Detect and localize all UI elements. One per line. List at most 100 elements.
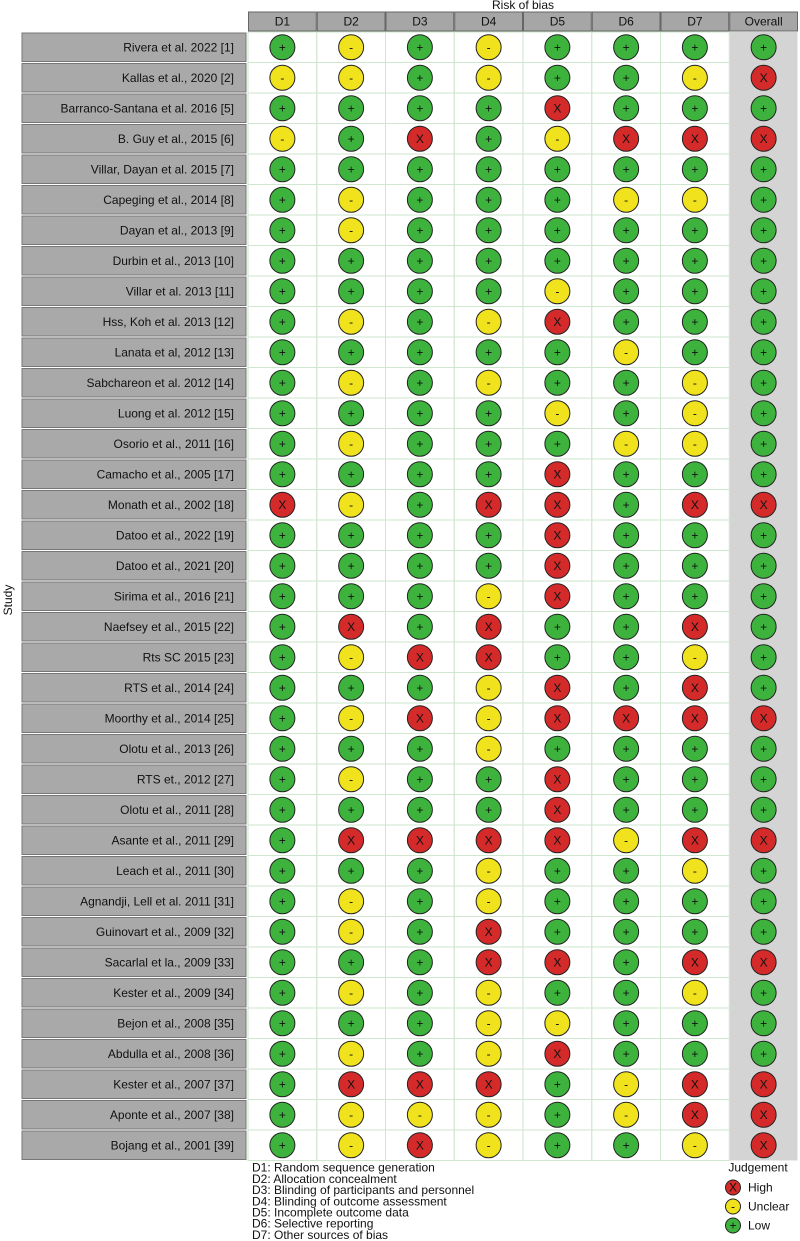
legend-label: High	[748, 1181, 773, 1195]
study-cell	[21, 154, 247, 184]
judgement-dot	[406, 552, 433, 579]
judgement-symbol: +	[760, 772, 767, 786]
study-label: Olotu et al., 2013 [26]	[119, 742, 234, 756]
study-cell	[21, 764, 247, 794]
judgement-symbol: +	[623, 162, 630, 176]
judgement-symbol: +	[279, 1108, 286, 1122]
judgement-symbol: X	[553, 315, 561, 329]
judgement-dot	[681, 1040, 708, 1067]
judgement-symbol: +	[691, 589, 698, 603]
judgement-dot	[269, 461, 296, 488]
judgement-symbol: +	[691, 1016, 698, 1030]
judgement-symbol: X	[691, 132, 699, 146]
study-cell	[21, 276, 247, 306]
judgement-symbol: +	[623, 498, 630, 512]
study-label: Kallas et al., 2020 [2]	[122, 71, 234, 85]
judgement-dot	[613, 369, 640, 396]
study-label: Luong et al. 2012 [15]	[118, 406, 234, 420]
judgement-symbol: +	[554, 894, 561, 908]
judgement-symbol: +	[760, 193, 767, 207]
study-label: Rivera et al. 2022 [1]	[123, 40, 234, 54]
judgement-dot	[475, 796, 502, 823]
judgement-dot	[475, 400, 502, 427]
judgement-symbol: +	[279, 955, 286, 969]
study-label: B. Guy et al., 2015 [6]	[118, 132, 234, 146]
judgement-dot	[406, 735, 433, 762]
judgement-dot	[681, 1101, 708, 1128]
judgement-symbol: -	[349, 986, 353, 1000]
judgement-dot	[269, 186, 296, 213]
judgement-symbol: +	[623, 467, 630, 481]
judgement-symbol: +	[485, 132, 492, 146]
judgement-dot	[406, 1101, 433, 1128]
judgement-dot	[544, 278, 571, 305]
judgement-dot	[750, 857, 777, 884]
judgement-dot	[681, 918, 708, 945]
study-label: Abdulla et al., 2008 [36]	[108, 1047, 234, 1061]
judgement-symbol: X	[416, 711, 424, 725]
judgement-dot	[475, 979, 502, 1006]
grid-cell	[660, 1129, 730, 1161]
judgement-symbol: +	[760, 620, 767, 634]
judgement-symbol: +	[279, 162, 286, 176]
judgement-dot	[544, 522, 571, 549]
judgement-dot	[475, 491, 502, 518]
judgement-dot	[338, 522, 365, 549]
judgement-dot	[613, 1071, 640, 1098]
judgement-symbol: +	[279, 467, 286, 481]
judgement-symbol: +	[485, 193, 492, 207]
legend-label: Unclear	[748, 1200, 789, 1214]
legend-label: Low	[748, 1219, 770, 1233]
judgement-symbol: +	[623, 1016, 630, 1030]
judgement-dot	[681, 339, 708, 366]
judgement-symbol: X	[760, 132, 768, 146]
judgement-dot	[475, 674, 502, 701]
judgement-symbol: +	[279, 681, 286, 695]
judgement-symbol: +	[691, 559, 698, 573]
judgement-symbol: +	[691, 315, 698, 329]
judgement-dot	[613, 247, 640, 274]
judgement-dot	[544, 949, 571, 976]
judgement-dot	[338, 766, 365, 793]
judgement-dot	[475, 430, 502, 457]
judgement-symbol: +	[554, 1077, 561, 1091]
judgement-symbol: X	[485, 1077, 493, 1091]
domain-definition: D1: Random sequence generation	[252, 1161, 435, 1175]
judgement-dot	[338, 1040, 365, 1067]
judgement-dot	[269, 491, 296, 518]
judgement-dot	[406, 1132, 433, 1159]
judgement-symbol: +	[623, 894, 630, 908]
judgement-symbol: -	[693, 437, 697, 451]
judgement-symbol: -	[487, 315, 491, 329]
judgement-dot	[475, 461, 502, 488]
judgement-symbol: +	[416, 193, 423, 207]
study-cell	[21, 520, 247, 550]
judgement-dot	[475, 247, 502, 274]
judgement-symbol: +	[279, 772, 286, 786]
judgement-dot	[544, 1010, 571, 1037]
judgement-dot	[544, 552, 571, 579]
judgement-symbol: -	[693, 71, 697, 85]
judgement-dot	[750, 918, 777, 945]
judgement-dot	[681, 278, 708, 305]
study-label: Monath et al., 2002 [18]	[108, 498, 234, 512]
judgement-symbol: +	[554, 40, 561, 54]
judgement-dot	[269, 400, 296, 427]
column-header-cell	[660, 11, 730, 32]
judgement-dot	[269, 64, 296, 91]
judgement-symbol: +	[279, 925, 286, 939]
judgement-dot	[613, 522, 640, 549]
judgement-dot	[406, 369, 433, 396]
study-cell	[21, 398, 247, 428]
judgement-symbol: X	[485, 833, 493, 847]
study-cell	[21, 459, 247, 489]
judgement-symbol: +	[623, 864, 630, 878]
judgement-symbol: +	[554, 925, 561, 939]
judgement-symbol: -	[693, 406, 697, 420]
study-cell	[21, 246, 247, 276]
judgement-dot	[338, 308, 365, 335]
judgement-symbol: +	[760, 467, 767, 481]
judgement-symbol: -	[693, 650, 697, 664]
study-cell	[21, 1069, 247, 1099]
judgement-symbol: +	[416, 40, 423, 54]
